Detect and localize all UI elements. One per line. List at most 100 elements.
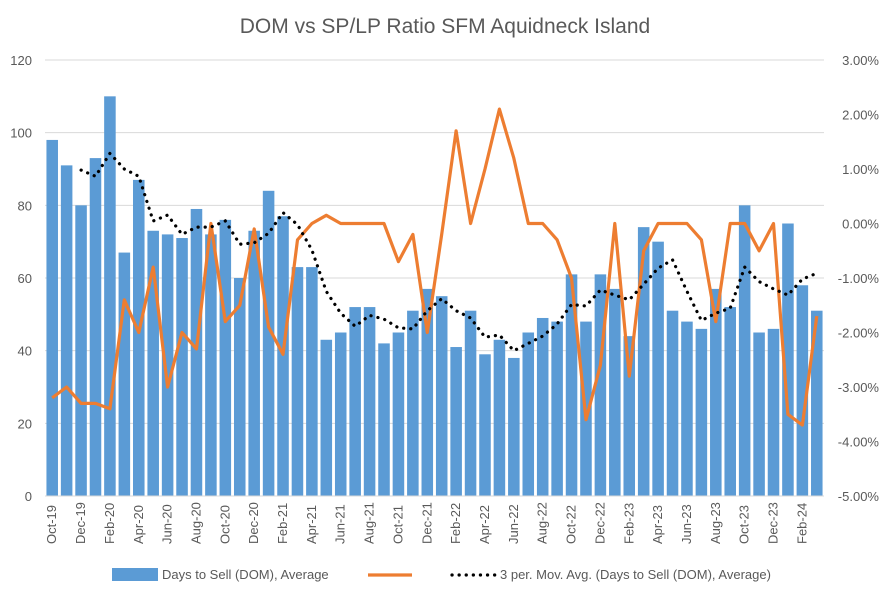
y-right-tick-label: -3.00% <box>838 380 880 395</box>
dom-bar <box>89 158 102 496</box>
dom-bar <box>681 321 693 496</box>
dom-bar <box>493 339 506 496</box>
axes: 0 20 40 60 80 100 120 -5.00% -4.00% -3.00% -2.00% -… <box>10 53 879 544</box>
dom-bar <box>666 310 679 496</box>
y-right-tick-label: 3.00% <box>842 53 879 68</box>
legend-label-moving-average: 3 per. Mov. Avg. (Days to Sell (DOM), Av… <box>500 567 771 582</box>
y-right-tick-label: 2.00% <box>842 108 879 123</box>
y-right-tick-label: -2.00% <box>838 326 880 341</box>
x-tick-label: Oct-23 <box>737 505 752 544</box>
moving-average-line <box>79 150 819 353</box>
y-right-tick-label: -5.00% <box>838 489 880 504</box>
dom-bar <box>609 288 621 496</box>
dom-bar <box>219 219 232 496</box>
dom-bar <box>320 339 333 496</box>
x-tick-label: Jun-20 <box>160 504 175 544</box>
x-tick-label: Dec-21 <box>419 502 434 544</box>
legend-label-dom: Days to Sell (DOM), Average <box>162 567 329 582</box>
y-left-tick-label: 40 <box>18 344 32 359</box>
dom-bars <box>46 96 823 497</box>
dom-bar <box>161 234 174 496</box>
x-tick-label: Jun-23 <box>679 504 694 544</box>
x-tick-label: Feb-22 <box>448 503 463 544</box>
x-tick-label: Dec-23 <box>766 502 781 544</box>
dom-bar <box>147 230 159 496</box>
y-right-tick-label: 1.00% <box>842 162 879 177</box>
y-left-tick-label: 100 <box>10 126 32 141</box>
dom-bar <box>753 332 765 496</box>
dom-bar <box>623 336 636 496</box>
gridlines <box>45 59 824 497</box>
y-left-tick-label: 0 <box>25 489 32 504</box>
legend: Days to Sell (DOM), Average 3 per. Mov. A… <box>112 567 771 582</box>
x-tick-label: Aug-22 <box>535 502 550 544</box>
x-tick-label: Feb-21 <box>275 503 290 544</box>
dom-bar <box>132 179 145 496</box>
line-series <box>51 107 819 427</box>
x-tick-label: Jun-22 <box>506 504 521 544</box>
dom-bar <box>262 190 275 497</box>
dom-bar <box>407 310 419 496</box>
x-tick-label: Oct-19 <box>44 505 59 544</box>
dom-bar <box>421 288 434 496</box>
dom-bar <box>233 278 246 496</box>
dom-bar <box>248 230 260 496</box>
dom-bar <box>118 252 131 496</box>
dom-bar <box>767 328 780 496</box>
x-tick-label: Dec-20 <box>246 502 261 544</box>
legend-swatch-bar <box>112 568 158 581</box>
dom-bar <box>522 332 535 496</box>
dom-bar <box>306 267 318 496</box>
dom-bar <box>637 227 650 496</box>
dom-bar <box>782 223 794 496</box>
y-left-tick-label: 120 <box>10 53 32 68</box>
dom-bar <box>75 205 87 497</box>
dom-bar <box>334 332 347 496</box>
y-right-tick-label: -4.00% <box>838 435 880 450</box>
x-tick-label: Aug-21 <box>362 502 377 544</box>
x-tick-label: Apr-23 <box>650 505 665 544</box>
dom-bar <box>60 165 73 496</box>
dom-bar <box>190 208 203 496</box>
x-tick-label: Feb-20 <box>102 503 117 544</box>
dom-bar <box>104 96 116 496</box>
dom-bar <box>811 310 823 496</box>
y-left-tick-label: 80 <box>18 198 32 213</box>
x-tick-label: Apr-22 <box>477 505 492 544</box>
x-tick-label: Oct-21 <box>390 505 405 544</box>
dom-bar <box>536 317 549 496</box>
dom-bar <box>378 343 390 496</box>
x-tick-label: Jun-21 <box>333 504 348 544</box>
y-right-tick-label: 0.00% <box>842 217 879 232</box>
dom-bar <box>176 238 188 497</box>
dom-bar <box>710 288 722 496</box>
dom-bar <box>565 274 578 496</box>
dom-bar <box>652 241 664 496</box>
x-tick-label: Dec-19 <box>73 502 88 544</box>
x-tick-label: Dec-22 <box>592 502 607 544</box>
dom-bar <box>392 332 405 496</box>
y-left-tick-label: 20 <box>18 416 32 431</box>
dom-bar <box>724 307 737 496</box>
chart-title: DOM vs SP/LP Ratio SFM Aquidneck Island <box>240 15 650 38</box>
x-tick-label: Apr-21 <box>304 505 319 544</box>
dom-bar <box>435 296 448 496</box>
dom-bar <box>695 328 708 496</box>
dom-bar <box>205 234 217 496</box>
dom-bar <box>479 354 491 496</box>
dom-bar <box>46 139 58 496</box>
dom-bar <box>464 310 477 496</box>
sp-lp-ratio-line <box>51 107 819 427</box>
y-right-tick-label: -1.00% <box>838 271 880 286</box>
dom-bar <box>551 321 563 496</box>
dom-bar <box>363 307 376 496</box>
x-tick-label: Oct-20 <box>217 505 232 544</box>
dom-bar <box>594 274 607 496</box>
x-tick-label: Feb-23 <box>621 503 636 544</box>
dom-bar <box>450 347 462 496</box>
dom-bar <box>277 216 289 496</box>
dom-bar <box>291 267 304 496</box>
dom-bar <box>738 205 751 497</box>
